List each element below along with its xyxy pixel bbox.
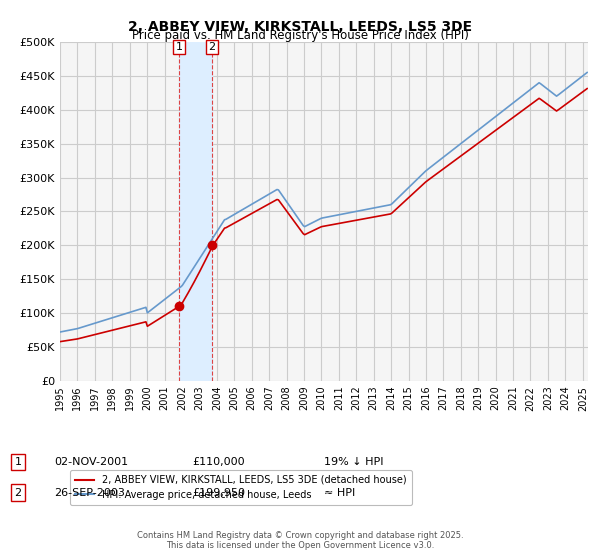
Text: £110,000: £110,000 xyxy=(192,457,245,467)
Text: £199,950: £199,950 xyxy=(192,488,245,498)
Text: 2, ABBEY VIEW, KIRKSTALL, LEEDS, LS5 3DE: 2, ABBEY VIEW, KIRKSTALL, LEEDS, LS5 3DE xyxy=(128,20,472,34)
Text: 1: 1 xyxy=(176,42,182,52)
Text: 19% ↓ HPI: 19% ↓ HPI xyxy=(324,457,383,467)
Text: 2: 2 xyxy=(209,42,215,52)
Text: 02-NOV-2001: 02-NOV-2001 xyxy=(54,457,128,467)
Text: Price paid vs. HM Land Registry's House Price Index (HPI): Price paid vs. HM Land Registry's House … xyxy=(131,29,469,42)
Text: Contains HM Land Registry data © Crown copyright and database right 2025.
This d: Contains HM Land Registry data © Crown c… xyxy=(137,530,463,550)
Legend: 2, ABBEY VIEW, KIRKSTALL, LEEDS, LS5 3DE (detached house), HPI: Average price, d: 2, ABBEY VIEW, KIRKSTALL, LEEDS, LS5 3DE… xyxy=(70,470,412,505)
Text: 1: 1 xyxy=(14,457,22,467)
Bar xyxy=(179,42,212,381)
Text: ≈ HPI: ≈ HPI xyxy=(324,488,355,498)
Text: 2: 2 xyxy=(14,488,22,498)
Text: 26-SEP-2003: 26-SEP-2003 xyxy=(54,488,125,498)
